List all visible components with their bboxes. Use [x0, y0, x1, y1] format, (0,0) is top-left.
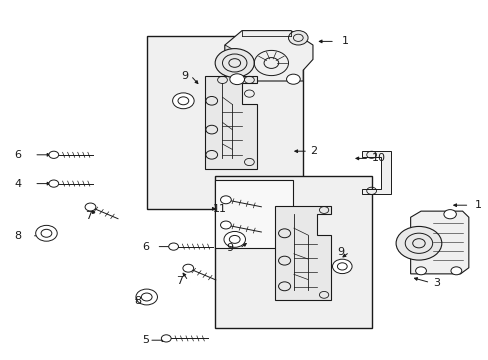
- Circle shape: [136, 289, 157, 305]
- Text: 8: 8: [15, 231, 22, 241]
- Text: 9: 9: [225, 243, 233, 253]
- Circle shape: [224, 231, 245, 247]
- Circle shape: [332, 259, 351, 274]
- Circle shape: [220, 196, 231, 204]
- Polygon shape: [275, 206, 330, 300]
- Circle shape: [286, 74, 300, 84]
- Circle shape: [49, 151, 59, 158]
- Circle shape: [215, 49, 254, 77]
- Text: 8: 8: [134, 296, 142, 306]
- Text: 4: 4: [15, 179, 22, 189]
- Text: 6: 6: [142, 242, 148, 252]
- Circle shape: [415, 267, 426, 275]
- Circle shape: [172, 93, 194, 109]
- Circle shape: [229, 74, 244, 85]
- Text: 9: 9: [181, 71, 188, 81]
- Polygon shape: [224, 45, 234, 81]
- Circle shape: [395, 226, 441, 260]
- Circle shape: [450, 267, 461, 275]
- Bar: [215, 176, 371, 328]
- Circle shape: [443, 210, 455, 219]
- Polygon shape: [410, 211, 468, 274]
- Text: 1: 1: [473, 200, 480, 210]
- Text: 9: 9: [337, 247, 344, 257]
- Bar: [215, 180, 293, 248]
- Bar: [146, 36, 303, 209]
- Circle shape: [168, 243, 178, 250]
- Circle shape: [36, 225, 57, 241]
- Circle shape: [49, 180, 59, 187]
- Text: 10: 10: [371, 153, 385, 163]
- Circle shape: [161, 335, 171, 342]
- Circle shape: [85, 203, 96, 211]
- Polygon shape: [224, 31, 312, 81]
- Text: 11: 11: [212, 204, 226, 214]
- Text: 6: 6: [15, 150, 21, 160]
- Text: 7: 7: [176, 276, 183, 286]
- Text: 5: 5: [142, 335, 148, 345]
- Text: 2: 2: [310, 146, 317, 156]
- Polygon shape: [361, 151, 390, 194]
- Circle shape: [220, 221, 231, 229]
- Text: 1: 1: [342, 36, 348, 46]
- Circle shape: [288, 31, 307, 45]
- Circle shape: [183, 264, 193, 272]
- Text: 7: 7: [85, 211, 93, 221]
- Polygon shape: [205, 76, 256, 169]
- Text: 3: 3: [432, 278, 439, 288]
